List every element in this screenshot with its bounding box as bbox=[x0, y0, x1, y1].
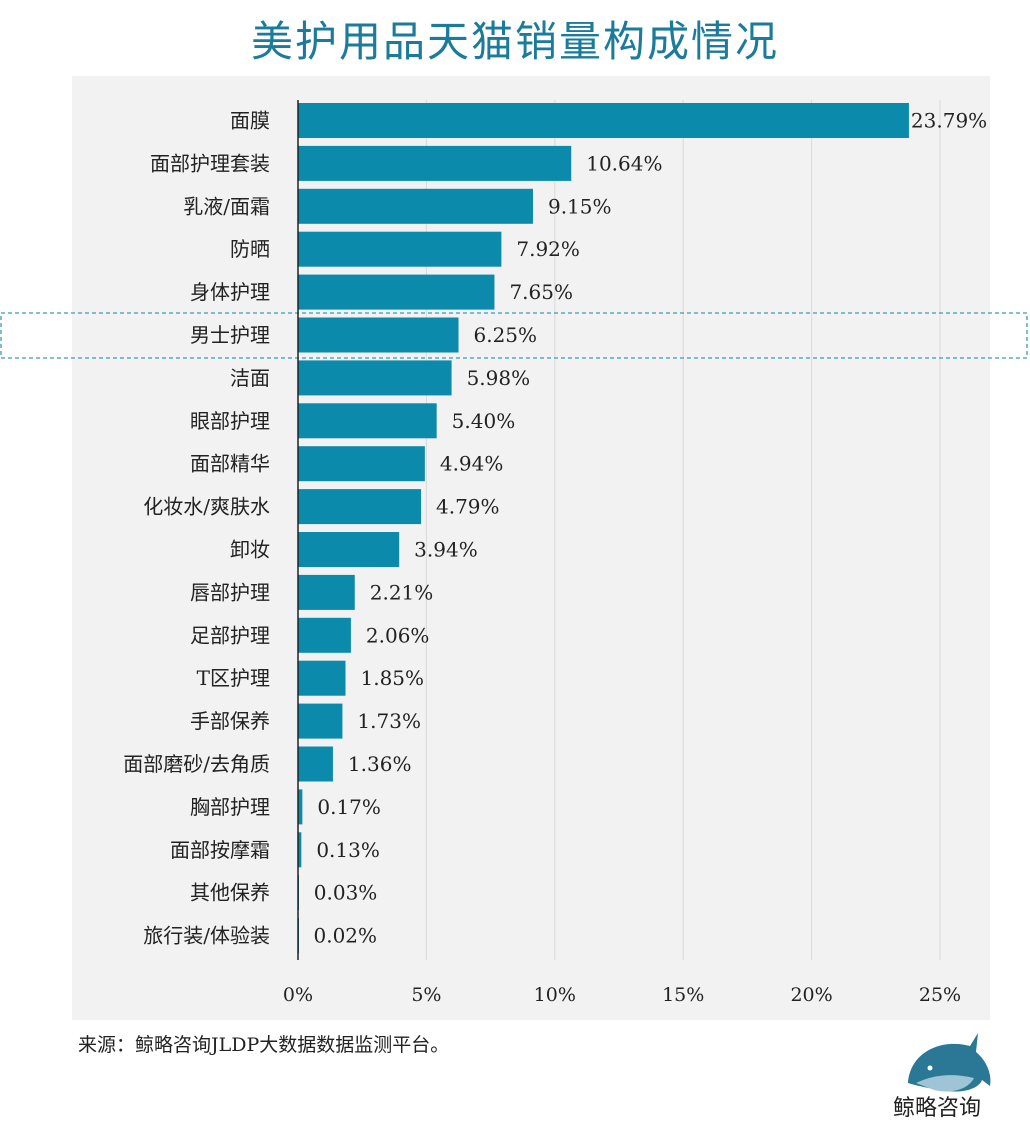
x-tick-label: 10% bbox=[534, 984, 576, 1006]
bar bbox=[298, 574, 355, 610]
bar bbox=[298, 231, 502, 267]
data-label: 0.03% bbox=[314, 881, 378, 905]
bar bbox=[298, 746, 333, 782]
category-label: 足部护理 bbox=[190, 623, 270, 647]
category-label: 眼部护理 bbox=[190, 409, 270, 433]
category-label: 旅行装/体验装 bbox=[143, 924, 270, 948]
data-label: 5.98% bbox=[467, 366, 531, 390]
bar bbox=[298, 703, 343, 739]
bar bbox=[298, 274, 495, 310]
data-label: 0.13% bbox=[316, 838, 380, 862]
bar bbox=[298, 103, 909, 138]
category-label: 身体护理 bbox=[190, 280, 270, 304]
data-label: 4.94% bbox=[440, 452, 504, 476]
data-label: 1.85% bbox=[361, 666, 425, 690]
data-label: 0.02% bbox=[314, 924, 378, 948]
category-label: 唇部护理 bbox=[190, 580, 270, 604]
source-note: 来源：鲸略咨询JLDP大数据数据监测平台。 bbox=[78, 1034, 450, 1056]
category-label: 手部保养 bbox=[190, 709, 270, 733]
data-label: 23.79% bbox=[911, 109, 987, 133]
bar bbox=[298, 360, 452, 396]
category-label: 面部磨砂/去角质 bbox=[123, 752, 270, 776]
bar bbox=[298, 832, 302, 868]
data-label: 3.94% bbox=[414, 538, 478, 562]
category-label: 洁面 bbox=[230, 366, 270, 390]
bar bbox=[298, 403, 437, 439]
category-label: 面部精华 bbox=[190, 452, 270, 476]
x-tick-label: 20% bbox=[790, 984, 832, 1006]
category-label: 面部护理套装 bbox=[150, 151, 270, 175]
data-label: 9.15% bbox=[548, 194, 612, 218]
bar bbox=[298, 317, 459, 353]
logo-text: 鲸略咨询 bbox=[893, 1096, 982, 1121]
category-label: 其他保养 bbox=[190, 881, 270, 905]
category-label: 面部按摩霜 bbox=[170, 838, 270, 862]
data-label: 10.64% bbox=[586, 151, 662, 175]
category-label: 胸部护理 bbox=[190, 795, 270, 819]
category-label: 防晒 bbox=[230, 237, 270, 261]
data-label: 7.65% bbox=[509, 280, 573, 304]
data-label: 0.17% bbox=[317, 795, 381, 819]
whale-logo-icon bbox=[908, 1033, 991, 1092]
category-label: 化妆水/爽肤水 bbox=[143, 495, 270, 519]
data-label: 1.36% bbox=[348, 752, 412, 776]
category-label: 男士护理 bbox=[190, 323, 270, 347]
plot-area bbox=[72, 76, 990, 1020]
data-label: 5.40% bbox=[452, 409, 516, 433]
bar bbox=[298, 660, 346, 696]
category-label: 卸妆 bbox=[230, 538, 270, 562]
data-label: 2.21% bbox=[370, 580, 434, 604]
data-label: 7.92% bbox=[516, 237, 580, 261]
category-label: 乳液/面霜 bbox=[183, 194, 270, 218]
bar bbox=[298, 145, 572, 181]
bar bbox=[298, 188, 533, 224]
category-label: 面膜 bbox=[230, 109, 270, 133]
x-tick-label: 25% bbox=[919, 984, 961, 1006]
x-tick-label: 5% bbox=[411, 984, 441, 1006]
chart-title: 美护用品天猫销量构成情况 bbox=[250, 17, 779, 66]
data-label: 6.25% bbox=[474, 323, 538, 347]
bar bbox=[298, 489, 422, 525]
data-label: 4.79% bbox=[436, 495, 500, 519]
bar bbox=[298, 446, 425, 482]
x-tick-label: 15% bbox=[662, 984, 704, 1006]
bar bbox=[298, 532, 400, 567]
category-label: T区护理 bbox=[197, 666, 270, 690]
data-label: 2.06% bbox=[366, 623, 430, 647]
highlight-box bbox=[0, 312, 1028, 359]
x-tick-label: 0% bbox=[283, 984, 313, 1006]
bar bbox=[298, 789, 303, 825]
data-label: 1.73% bbox=[357, 709, 421, 733]
bar bbox=[298, 617, 351, 653]
